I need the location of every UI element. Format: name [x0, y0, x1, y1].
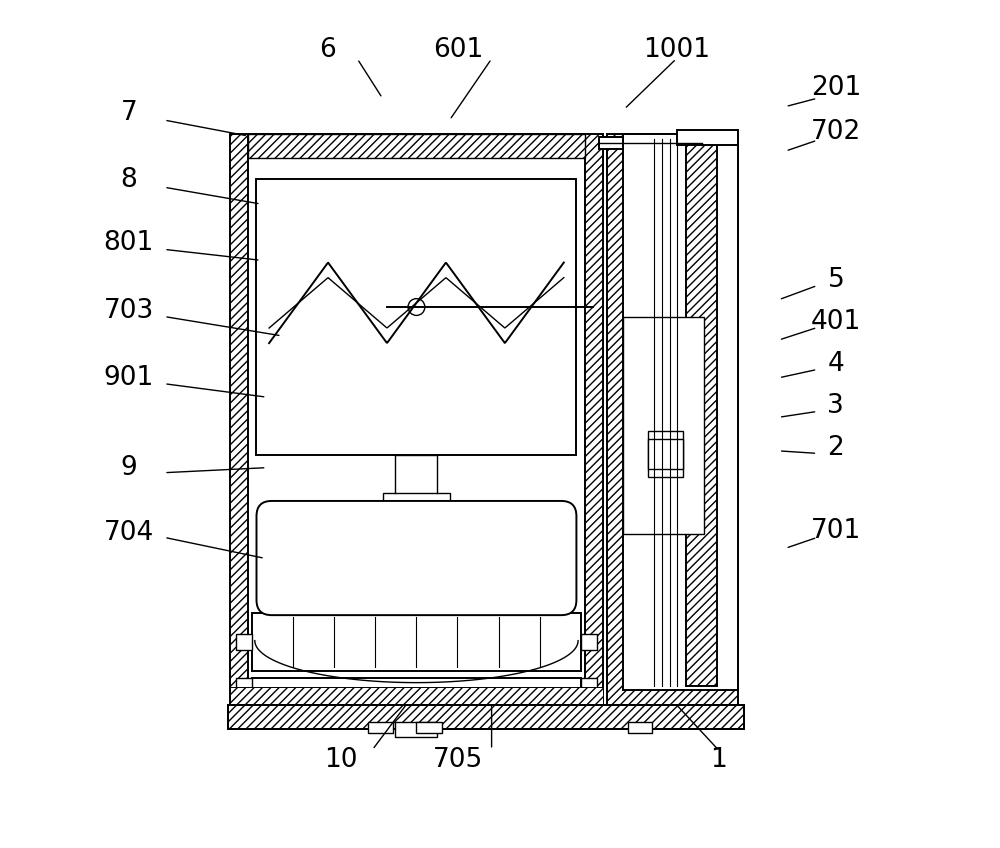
Bar [581, 634, 597, 650]
Text: 6: 6 [319, 37, 336, 64]
Text: 801: 801 [104, 231, 154, 256]
Bar [228, 706, 744, 728]
Text: 9: 9 [120, 455, 137, 481]
Bar [248, 134, 585, 687]
Text: 2: 2 [827, 434, 844, 460]
Text: 401: 401 [811, 309, 861, 335]
Bar [368, 722, 393, 733]
Bar [686, 138, 717, 686]
Bar [256, 179, 576, 455]
Text: 8: 8 [120, 168, 137, 193]
Bar [248, 134, 585, 158]
Bar [383, 493, 450, 508]
Bar [236, 634, 252, 650]
Text: 704: 704 [104, 520, 154, 546]
FancyBboxPatch shape [256, 501, 576, 615]
Text: 1001: 1001 [643, 37, 710, 64]
Text: 4: 4 [827, 350, 844, 377]
Bar [623, 134, 738, 690]
Bar [416, 722, 442, 733]
Text: 702: 702 [811, 119, 861, 145]
Text: 705: 705 [433, 747, 483, 773]
Bar [395, 722, 437, 737]
Bar [581, 678, 597, 695]
Text: 3: 3 [827, 393, 844, 419]
Bar [648, 439, 683, 468]
Bar [236, 678, 252, 695]
Text: 10: 10 [324, 747, 357, 773]
Bar [607, 134, 738, 706]
Text: 201: 201 [811, 75, 861, 101]
Bar [677, 130, 738, 145]
Text: 601: 601 [433, 37, 483, 64]
Text: 7: 7 [120, 100, 137, 126]
Bar [230, 687, 603, 706]
Bar [252, 678, 581, 695]
Text: 701: 701 [811, 518, 861, 544]
Bar [599, 137, 623, 149]
Bar [228, 706, 744, 728]
Text: 703: 703 [104, 298, 154, 324]
Text: 901: 901 [104, 365, 154, 391]
Bar [252, 612, 581, 672]
Text: 1: 1 [710, 747, 727, 773]
Bar [628, 722, 652, 733]
Bar [623, 317, 704, 534]
Bar [648, 431, 683, 477]
Bar [230, 134, 603, 706]
Text: 5: 5 [827, 266, 844, 293]
